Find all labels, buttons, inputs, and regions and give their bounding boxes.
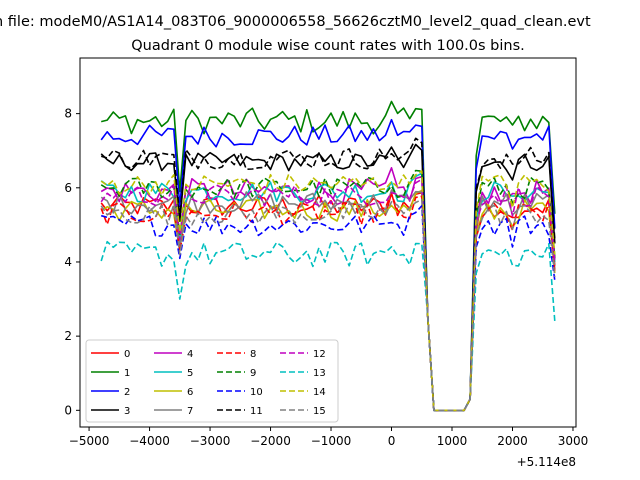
- y-tick-label: 6: [64, 181, 72, 195]
- series-line-8: [100, 193, 556, 412]
- axes-frame: [79, 57, 577, 428]
- x-tick-label: −4000: [129, 434, 170, 448]
- legend-label-6: 6: [187, 387, 193, 398]
- legend-label-8: 8: [250, 349, 256, 360]
- x-tick-label: −1000: [311, 434, 352, 448]
- x-tick-label: −3000: [190, 434, 231, 448]
- series-line-15: [100, 198, 556, 412]
- x-tick-label: 1000: [437, 434, 468, 448]
- y-tick-label: 8: [64, 107, 72, 121]
- legend-label-9: 9: [250, 368, 256, 379]
- legend-label-13: 13: [313, 368, 326, 379]
- legend-label-15: 15: [313, 406, 326, 417]
- x-tick-label: 0: [388, 434, 396, 448]
- y-tick-label: 4: [64, 255, 72, 269]
- series-line-12: [100, 178, 556, 412]
- x-axis: −5000 −4000 −3000 −2000 −1000 0 1000 2000 3000: [69, 427, 588, 448]
- legend-label-4: 4: [187, 349, 193, 360]
- legend-label-2: 2: [124, 387, 130, 398]
- legend-label-12: 12: [313, 349, 326, 360]
- legend-label-11: 11: [250, 406, 263, 417]
- series-line-11: [100, 137, 556, 412]
- legend-label-5: 5: [187, 368, 193, 379]
- series-line-1: [101, 100, 556, 412]
- series-line-10: [100, 205, 556, 412]
- y-tick-label: 0: [64, 403, 72, 417]
- x-tick-label: −2000: [250, 434, 291, 448]
- y-axis: 0 2 4 6 8: [64, 107, 80, 417]
- x-tick-label: 3000: [558, 434, 589, 448]
- series-line-14: [100, 170, 556, 412]
- legend-label-0: 0: [124, 349, 130, 360]
- legend-label-3: 3: [124, 406, 130, 417]
- y-tick-label: 2: [64, 329, 72, 343]
- plot-lines: [100, 100, 556, 412]
- legend-label-14: 14: [313, 387, 326, 398]
- legend-label-10: 10: [250, 387, 263, 398]
- x-tick-label: −5000: [69, 434, 110, 448]
- legend-label-1: 1: [124, 368, 130, 379]
- series-line-13: [100, 240, 556, 412]
- x-tick-label: 2000: [497, 434, 528, 448]
- legend-label-7: 7: [187, 406, 193, 417]
- legend-box: [85, 339, 339, 423]
- chart-title: Quadrant 0 module wise count rates with …: [131, 38, 525, 54]
- x-axis-offset-label: +5.114e8: [517, 455, 576, 469]
- series-line-2: [100, 118, 556, 412]
- figure-suptitle: n file: modeM0/AS1A14_083T06_9000006558_…: [0, 14, 591, 30]
